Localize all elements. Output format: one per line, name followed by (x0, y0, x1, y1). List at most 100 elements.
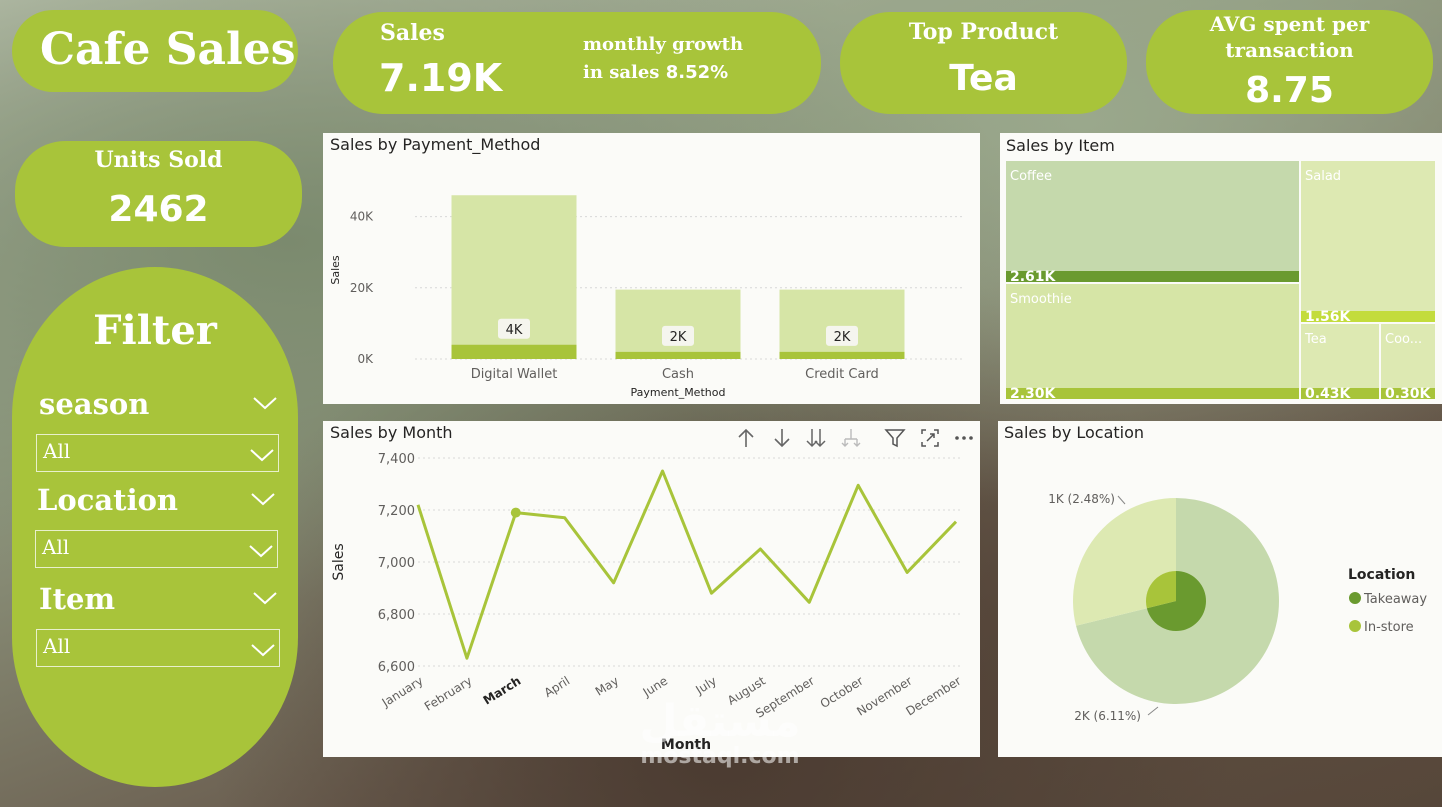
growth-prefix: in sales (583, 62, 660, 83)
item-slicer-label: Item (39, 582, 116, 616)
leader-line (1147, 706, 1159, 716)
chevron-down-icon[interactable] (250, 491, 276, 507)
y-axis-label: Sales (331, 543, 347, 580)
y-axis-label: Sales (329, 255, 342, 285)
x-axis-label: Month (661, 737, 711, 753)
treemap-tile[interactable] (1006, 161, 1299, 282)
location-chart-title: Sales by Location (1004, 423, 1145, 442)
x-tick-label: July (692, 674, 719, 698)
units-label: Units Sold (94, 147, 223, 173)
treemap-tile[interactable] (1301, 324, 1379, 399)
legend-label[interactable]: Takeaway (1363, 592, 1427, 607)
x-tick-label: March (481, 674, 524, 708)
chevron-down-icon (250, 449, 274, 462)
data-label: 4K (506, 323, 523, 338)
pie-slice-inner[interactable] (1146, 571, 1206, 631)
data-label-bg (826, 325, 858, 346)
treemap-tile-value: 2.30K (1010, 386, 1057, 402)
y-tick-label: 7,400 (378, 452, 415, 467)
focus-mode-icon[interactable] (919, 427, 941, 449)
pie-data-label: 2K (6.11%) (1074, 709, 1141, 723)
data-label: 2K (670, 330, 687, 345)
growth-label: monthly growth (583, 34, 744, 55)
season-dropdown[interactable]: All (36, 434, 279, 472)
treemap-tile-name: Tea (1304, 332, 1327, 347)
watermark-arabic: مستقل (639, 696, 801, 747)
avg-label-line1: AVG spent per (1209, 12, 1370, 36)
location-dropdown-value: All (42, 535, 70, 559)
filter-icon[interactable] (884, 427, 906, 449)
avg-spent-card: AVG spent per transaction 8.75 (1146, 10, 1433, 114)
location-slicer-label: Location (37, 483, 179, 517)
legend-marker[interactable] (1349, 620, 1361, 632)
item-chart-title: Sales by Item (1006, 136, 1115, 155)
sales-label: Sales (380, 20, 445, 46)
y-tick-label: 20K (350, 281, 374, 295)
bar-segment[interactable] (779, 351, 905, 359)
treemap-tile-value: 0.43K (1305, 386, 1352, 402)
location-pie-svg: 1K (2.48%) 2K (6.11%) Location Takeaway In-s… (1048, 492, 1427, 723)
legend-title: Location (1348, 567, 1415, 583)
payment-chart-title: Sales by Payment_Method (330, 135, 541, 154)
treemap-tile[interactable] (1006, 284, 1299, 399)
treemap-tile-bar (1381, 388, 1435, 399)
top-product-card: Top Product Tea (840, 12, 1127, 114)
y-tick-label: 40K (350, 210, 374, 224)
sales-value: 7.19K (379, 56, 503, 100)
bar-segment[interactable] (451, 344, 577, 359)
expand-hierarchy-icon[interactable] (840, 427, 862, 449)
data-label: 2K (834, 330, 851, 345)
treemap-tile-name: Coo... (1385, 332, 1422, 347)
item-treemap-svg: Coffee 2.61K Smoothie 2.30K Salad 1.56K Tea 0.4… (1006, 161, 1435, 402)
payment-method-chart[interactable]: Sales by Payment_Method 0K 20K 40K Sales 4K D… (323, 133, 980, 404)
month-line-chart[interactable]: Sales by Month 6,600 6,800 7,000 7,200 7,400… (323, 421, 980, 757)
growth-line: in sales 8.52% (583, 62, 728, 83)
item-dropdown[interactable]: All (36, 629, 280, 667)
legend-label[interactable]: In-store (1364, 620, 1414, 635)
expand-all-down-icon[interactable] (805, 427, 827, 449)
season-dropdown-value: All (43, 439, 71, 463)
drill-down-icon[interactable] (771, 427, 793, 449)
treemap-tile-value: 1.56K (1305, 309, 1352, 325)
y-tick-label: 7,200 (378, 504, 415, 519)
watermark-url: mostaql.com (640, 744, 800, 769)
item-dropdown-value: All (43, 634, 71, 658)
more-options-icon[interactable] (953, 427, 975, 449)
bar-segment[interactable] (615, 351, 741, 359)
chevron-down-icon[interactable] (252, 590, 278, 606)
treemap-tile[interactable] (1301, 161, 1435, 322)
treemap-tile-value: 2.61K (1010, 269, 1057, 285)
filter-panel: Filter season All Location All Item All (12, 267, 298, 787)
pie-slice-inner[interactable] (1146, 571, 1176, 609)
drill-up-icon[interactable] (735, 427, 757, 449)
treemap-tile-bar (1006, 271, 1299, 282)
bar-total[interactable] (779, 289, 905, 359)
x-tick-label: Cash (662, 367, 694, 382)
data-label-bg (662, 325, 694, 346)
item-treemap-chart[interactable]: Sales by Item Coffee 2.61K Smoothie 2.30K Sa… (1000, 133, 1442, 404)
location-pie-chart[interactable]: Sales by Location 1K (2.48%) 2K (6.11%) Lo… (998, 421, 1442, 757)
treemap-tile-bar (1301, 388, 1379, 399)
top-product-label: Top Product (908, 19, 1059, 45)
units-value: 2462 (108, 189, 209, 230)
highlight-point[interactable] (510, 507, 521, 518)
treemap-tile[interactable] (1381, 324, 1435, 399)
bar-total[interactable] (615, 289, 741, 359)
top-product-value: Tea (949, 58, 1018, 99)
legend-marker[interactable] (1349, 592, 1361, 604)
x-axis-label: Payment_Method (631, 386, 726, 399)
chevron-down-icon[interactable] (252, 395, 278, 411)
sales-kpi-card: Sales 7.19K monthly growth in sales 8.52… (333, 12, 821, 114)
treemap-tile-name: Coffee (1010, 169, 1052, 184)
dashboard-title: Cafe Sales (40, 24, 296, 75)
sales-line[interactable] (416, 469, 958, 660)
location-dropdown[interactable]: All (35, 530, 278, 568)
y-tick-label: 6,600 (378, 660, 415, 675)
treemap-tile-name: Smoothie (1010, 292, 1072, 307)
month-chart-title: Sales by Month (330, 423, 453, 442)
y-tick-label: 7,000 (378, 556, 415, 571)
month-line-svg: 6,600 6,800 7,000 7,200 7,400 Sales JanuaryFeb… (331, 452, 964, 753)
treemap-tile-value: 0.30K (1385, 386, 1432, 402)
x-tick-label: January (379, 674, 426, 711)
x-tick-label: February (422, 674, 475, 714)
